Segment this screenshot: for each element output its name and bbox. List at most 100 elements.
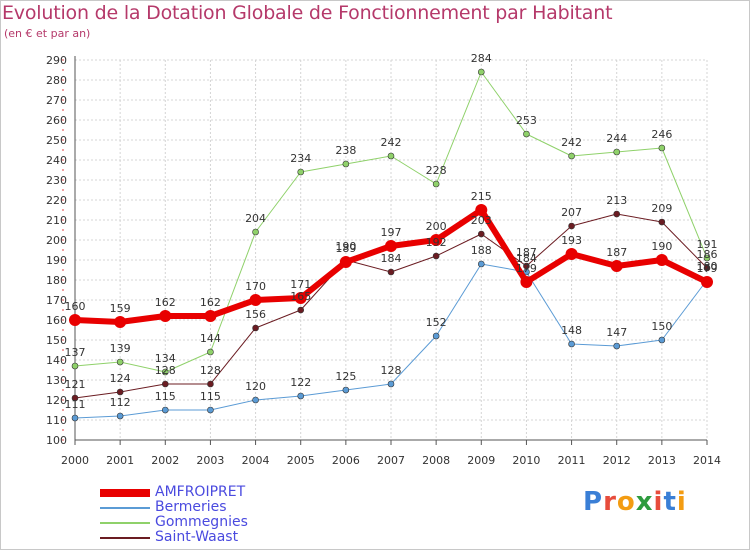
data-point-saint-waast bbox=[658, 218, 666, 226]
data-label-gommegnies: 144 bbox=[200, 332, 221, 345]
y-tick-label: 270 bbox=[46, 94, 67, 107]
chart-title: Evolution de la Dotation Globale de Fonc… bbox=[2, 2, 613, 24]
y-tick-label: 160 bbox=[46, 314, 67, 327]
data-point-amfroipret bbox=[655, 254, 668, 266]
proxiti-logo: Proxiti bbox=[583, 487, 687, 517]
data-point-bermeries bbox=[477, 260, 485, 268]
data-label-saint-waast: 192 bbox=[426, 236, 447, 249]
data-label-amfroipret: 197 bbox=[381, 226, 402, 239]
data-label-amfroipret: 159 bbox=[110, 302, 131, 315]
y-tick-label: 120 bbox=[46, 394, 67, 407]
data-point-bermeries bbox=[116, 412, 124, 420]
data-label-amfroipret: 179 bbox=[516, 262, 537, 275]
data-label-gommegnies: 246 bbox=[651, 128, 672, 141]
data-point-bermeries bbox=[252, 396, 259, 404]
x-tick-label: 2013 bbox=[648, 454, 676, 467]
data-label-layer: 111 112 115 115 120 122 125 128 152 188 184 148 147 1… bbox=[65, 52, 718, 411]
y-tick-label: 230 bbox=[46, 174, 67, 187]
brand-letter: i bbox=[653, 487, 664, 517]
data-label-saint-waast: 184 bbox=[381, 252, 402, 265]
data-label-bermeries: 112 bbox=[110, 396, 131, 409]
data-label-saint-waast: 128 bbox=[200, 364, 221, 377]
data-point-bermeries bbox=[613, 342, 621, 350]
x-tick-label: 2002 bbox=[151, 454, 179, 467]
y-tick-label: 140 bbox=[46, 354, 67, 367]
data-label-gommegnies: 253 bbox=[516, 114, 537, 127]
x-tick-label: 2008 bbox=[422, 454, 450, 467]
data-point-gommegnies bbox=[297, 168, 305, 176]
x-tick-label: 2014 bbox=[693, 454, 721, 467]
data-point-gommegnies bbox=[568, 152, 575, 160]
y-tick-label: 180 bbox=[46, 274, 67, 287]
data-point-gommegnies bbox=[116, 358, 124, 366]
data-point-saint-waast bbox=[523, 262, 530, 270]
data-label-amfroipret: 200 bbox=[426, 220, 447, 233]
data-point-gommegnies bbox=[161, 368, 169, 376]
chart-subtitle: (en € et par an) bbox=[4, 27, 91, 40]
data-point-gommegnies bbox=[477, 68, 485, 76]
x-tick-label: 2007 bbox=[377, 454, 405, 467]
data-label-saint-waast: 121 bbox=[65, 378, 86, 391]
data-point-gommegnies bbox=[71, 362, 79, 370]
data-label-bermeries: 120 bbox=[245, 380, 266, 393]
data-label-saint-waast: 128 bbox=[155, 364, 176, 377]
brand-letter: x bbox=[635, 487, 654, 517]
x-tick-label: 2001 bbox=[106, 454, 134, 467]
data-label-amfroipret: 187 bbox=[606, 246, 627, 259]
data-label-gommegnies: 191 bbox=[697, 238, 718, 251]
data-point-saint-waast bbox=[568, 222, 575, 230]
data-label-amfroipret: 190 bbox=[651, 240, 672, 253]
x-tick-label: 2005 bbox=[287, 454, 315, 467]
data-point-saint-waast bbox=[613, 210, 621, 218]
data-label-bermeries: 180 bbox=[697, 260, 718, 273]
data-point-gommegnies bbox=[387, 152, 395, 160]
data-label-gommegnies: 242 bbox=[381, 136, 402, 149]
brand-letter: i bbox=[676, 487, 687, 517]
data-label-amfroipret: 179 bbox=[697, 262, 718, 275]
data-label-saint-waast: 213 bbox=[606, 194, 627, 207]
data-label-saint-waast: 124 bbox=[110, 372, 131, 385]
data-label-bermeries: 150 bbox=[651, 320, 672, 333]
data-point-saint-waast bbox=[477, 230, 485, 238]
data-point-bermeries bbox=[297, 392, 305, 400]
data-point-bermeries bbox=[658, 336, 666, 344]
data-point-saint-waast bbox=[116, 388, 124, 396]
brand-letter: t bbox=[663, 487, 677, 517]
data-label-amfroipret: 160 bbox=[65, 300, 86, 313]
data-label-amfroipret: 215 bbox=[471, 190, 492, 203]
data-point-bermeries bbox=[387, 380, 395, 388]
data-label-bermeries: 188 bbox=[471, 244, 492, 257]
legend-swatch bbox=[100, 537, 150, 539]
legend-label: Bermeries bbox=[155, 499, 227, 515]
y-tick-label: 170 bbox=[46, 294, 67, 307]
data-point-amfroipret bbox=[610, 260, 623, 272]
data-point-gommegnies bbox=[523, 130, 530, 138]
brand-letter: o bbox=[616, 487, 636, 517]
y-tick-label: 130 bbox=[46, 374, 67, 387]
data-point-bermeries bbox=[432, 332, 440, 340]
data-point-saint-waast bbox=[252, 324, 259, 332]
data-label-gommegnies: 234 bbox=[290, 152, 311, 165]
x-tick-label: 2012 bbox=[603, 454, 631, 467]
data-label-amfroipret: 162 bbox=[200, 296, 221, 309]
data-label-amfroipret: 171 bbox=[290, 278, 311, 291]
data-label-amfroipret: 170 bbox=[245, 280, 266, 293]
data-point-amfroipret bbox=[114, 316, 127, 328]
brand-letter: P bbox=[583, 487, 604, 517]
data-point-amfroipret bbox=[701, 276, 713, 288]
legend-label: AMFROIPRET bbox=[155, 484, 246, 500]
series-layer bbox=[69, 68, 713, 422]
y-tick-label: 260 bbox=[46, 114, 67, 127]
data-point-gommegnies bbox=[207, 348, 214, 356]
y-tick-label: 250 bbox=[46, 134, 67, 147]
data-point-bermeries bbox=[71, 414, 79, 422]
data-label-gommegnies: 204 bbox=[245, 212, 266, 225]
data-point-gommegnies bbox=[658, 144, 666, 152]
data-label-amfroipret: 162 bbox=[155, 296, 176, 309]
y-tick-label: 210 bbox=[46, 214, 67, 227]
axis-layer: 1001101201301401501601701801902002102202… bbox=[46, 54, 721, 467]
data-label-gommegnies: 284 bbox=[471, 52, 492, 65]
data-label-saint-waast: 165 bbox=[290, 290, 311, 303]
data-label-gommegnies: 238 bbox=[335, 144, 356, 157]
